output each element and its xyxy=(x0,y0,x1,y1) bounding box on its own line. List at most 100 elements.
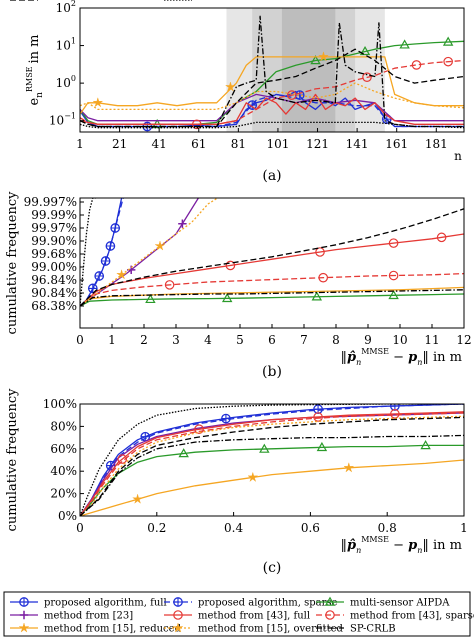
line-aipda xyxy=(80,444,464,516)
x-axis-label: n xyxy=(454,149,462,163)
series-sp xyxy=(80,434,464,516)
series-los xyxy=(80,121,464,129)
y-axis-label-sup: RMSE xyxy=(25,66,34,92)
x-label-sub-n2: n xyxy=(417,546,422,555)
x-tick-label: 7 xyxy=(300,333,308,347)
y-tick-exp: 1 xyxy=(71,37,76,46)
series-m15_over xyxy=(80,415,464,516)
marker-aipda-3 xyxy=(388,289,399,300)
y-tick-label: 99.99% xyxy=(31,208,77,222)
line-aipda xyxy=(80,293,464,307)
line-m43_sparse xyxy=(80,412,464,516)
y-tick-label: 20% xyxy=(50,487,77,501)
marker-m15_over-1 xyxy=(154,240,166,251)
x-tick-label: 11 xyxy=(424,333,439,347)
x-tick-label: 0.8 xyxy=(378,521,397,535)
x-tick-label: 5 xyxy=(236,333,244,347)
legend-entry-sp: SP-CRLB xyxy=(316,624,396,635)
series-sp xyxy=(80,289,464,307)
line-m23 xyxy=(80,198,199,307)
x-tick-label: 0.4 xyxy=(224,521,243,535)
legend-label-m43_full: method from [43], full xyxy=(198,611,310,622)
x-tick-label: 81 xyxy=(231,137,246,151)
marker-aipda-1 xyxy=(221,292,233,303)
caption-a: (a) xyxy=(262,168,281,184)
caption-c: (c) xyxy=(263,560,282,576)
line-los xyxy=(80,121,464,129)
series-m43_sparse xyxy=(80,412,464,516)
marker-aipda-2 xyxy=(311,291,323,301)
marker-m43_full-1 xyxy=(194,424,204,434)
marker-m43_full-0 xyxy=(225,260,236,271)
legend-label-m23: method from [23] xyxy=(44,611,133,622)
y-tick-label: 0% xyxy=(58,509,77,523)
line-m43_full xyxy=(80,233,464,307)
legend-label-m15_red: method from [15], reduced xyxy=(44,624,182,635)
marker-aipda-2 xyxy=(359,45,371,56)
legend-entry-proposed_full: proposed algorithm, full xyxy=(10,597,167,609)
marker-m15_red-0 xyxy=(92,97,104,108)
y-axis-label-unit: in m xyxy=(27,34,42,63)
x-tick-label: 10 xyxy=(392,333,407,347)
x-tick-label: 161 xyxy=(385,137,408,151)
marker-m43_sparse-3 xyxy=(411,60,422,70)
series-m15_red xyxy=(80,286,464,307)
y-tick-label: 10−1 xyxy=(49,112,76,128)
legend-label-proposed_sparse: proposed algorithm, sparse xyxy=(198,598,338,609)
marker-m15_red-0 xyxy=(132,493,144,504)
legend-frame xyxy=(3,591,471,637)
x-tick-label: 61 xyxy=(191,137,206,151)
x-tick-label: 1 xyxy=(108,333,116,347)
x-label-unit: in m xyxy=(433,538,462,553)
marker-m43_sparse-2 xyxy=(362,72,372,82)
caption-b: (b) xyxy=(262,364,282,380)
y-axis-label: cumulative frequency xyxy=(5,388,20,532)
y-tick-label: 40% xyxy=(50,464,77,478)
marker-m15_red-1 xyxy=(247,471,259,482)
series-m43_full xyxy=(80,232,464,307)
series-m23 xyxy=(80,93,464,122)
series-aipda xyxy=(80,440,464,516)
y-tick-label: 101 xyxy=(56,37,76,53)
x-tick-label: 1 xyxy=(76,137,84,151)
y-tick-exp: 2 xyxy=(71,0,76,8)
line-m15_over xyxy=(80,82,464,111)
marker-aipda-0 xyxy=(178,448,189,458)
marker-m43_full-3 xyxy=(390,409,400,419)
y-tick-label: 100 xyxy=(56,74,76,90)
legend-marker-m15_over xyxy=(172,622,184,633)
x-tick-label: 4 xyxy=(204,333,212,347)
legend-entry-m15_over: method from [15], overfitted xyxy=(164,622,344,635)
line-proposed_sparse xyxy=(80,404,464,516)
x-tick-label: 181 xyxy=(425,137,448,151)
x-tick-label: 2 xyxy=(140,333,148,347)
shaded-region-2 xyxy=(281,8,336,132)
marker-aipda-1 xyxy=(310,55,321,65)
marker-m15_red-1 xyxy=(225,81,236,92)
x-tick-label: 12 xyxy=(456,333,471,347)
legend-entry-los: P-CRLB-LOS xyxy=(164,0,262,3)
legend-label-m43_sparse: method from [43], sparse xyxy=(350,611,474,622)
line-m15_red xyxy=(80,459,464,516)
marker-aipda-0 xyxy=(145,293,156,304)
y-tick-label: 99.97% xyxy=(31,221,77,235)
line-m15_red xyxy=(80,56,464,115)
legend-label-sp: SP-CRLB xyxy=(350,624,396,635)
line-m43_sparse xyxy=(80,59,464,125)
line-p xyxy=(80,48,464,128)
y-tick-label: 68.38% xyxy=(31,299,77,313)
series-p xyxy=(80,48,464,128)
x-tick-label: 101 xyxy=(266,137,289,151)
marker-m15_over-0 xyxy=(116,269,128,280)
legend-entry-proposed_sparse: proposed algorithm, sparse xyxy=(164,597,338,609)
x-label-phat: p̂ xyxy=(347,538,356,553)
marker-m43_sparse-2 xyxy=(388,270,399,281)
x-label-unit: in m xyxy=(433,350,462,365)
x-label-end: ‖ xyxy=(422,350,433,365)
x-label-sub-n: n xyxy=(356,358,361,367)
series-m15_over xyxy=(80,82,464,111)
x-tick-label: 41 xyxy=(152,137,167,151)
y-axis-label: enRMSEin m xyxy=(25,34,45,105)
x-tick-label: 0.6 xyxy=(301,521,320,535)
chart-a: 1 21 41 61 81 101 121 141 161 18110−1100101102nen… xyxy=(25,0,464,184)
